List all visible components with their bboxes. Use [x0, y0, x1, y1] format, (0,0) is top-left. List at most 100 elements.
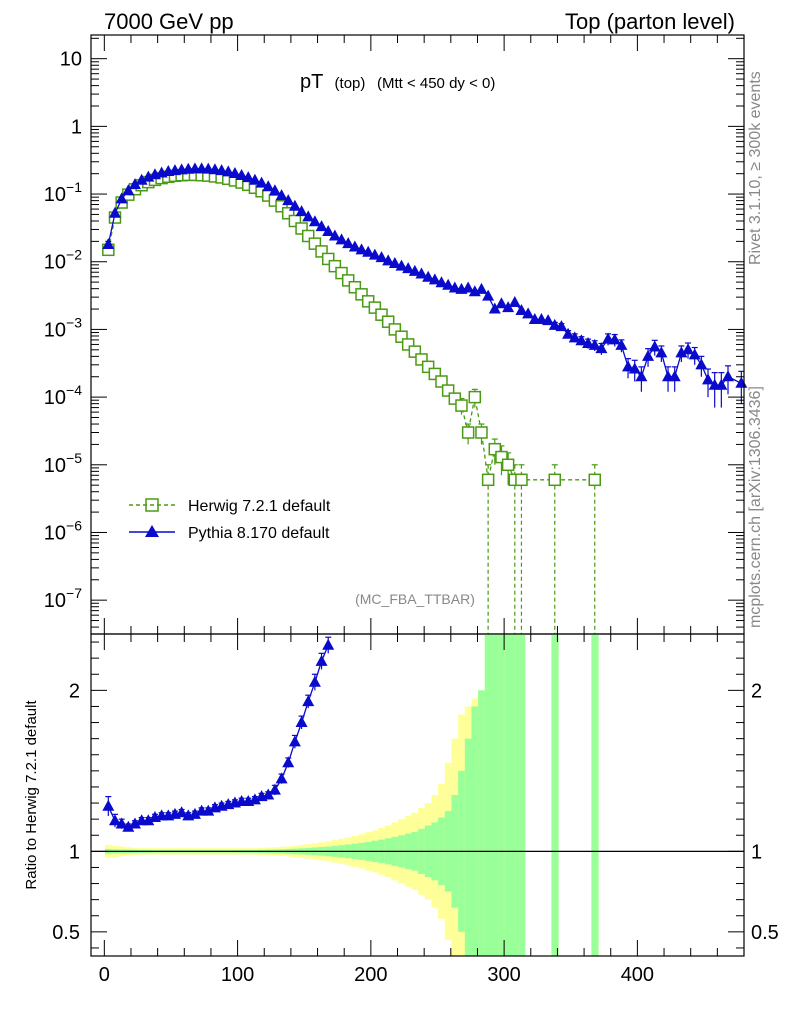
ratio-stat-band — [518, 634, 526, 956]
legend-herwig-marker — [145, 498, 159, 512]
main-ytick-base: 10 — [44, 455, 66, 477]
main-ytick-exponent: −6 — [66, 517, 82, 533]
ratio-point — [288, 735, 301, 747]
pythia-point — [315, 220, 328, 232]
pythia-point — [288, 199, 301, 211]
herwig-point — [395, 330, 408, 343]
pythia-point — [682, 343, 695, 355]
ratio-stat-band — [504, 634, 512, 956]
ratio-point — [302, 695, 315, 707]
pythia-point — [322, 224, 335, 236]
herwig-point — [341, 274, 355, 287]
herwig-point — [308, 237, 322, 250]
pythia-point — [242, 171, 255, 183]
xtick-label: 100 — [221, 964, 254, 986]
ratio-stat-band — [551, 634, 559, 956]
herwig-point — [295, 222, 308, 235]
herwig-point — [461, 426, 475, 439]
pythia-point — [308, 215, 321, 227]
pythia-point — [408, 264, 421, 276]
pythia-point — [722, 370, 735, 382]
herwig-point — [328, 259, 342, 273]
pythia-point — [462, 281, 475, 293]
main-ytick-label: 10−5 — [44, 450, 82, 477]
pythia-point — [648, 340, 661, 352]
herwig-point — [335, 266, 348, 280]
herwig-point — [388, 323, 402, 336]
pythia-point — [508, 295, 521, 307]
ratio-point — [142, 814, 155, 826]
main-ytick-exponent: −4 — [66, 382, 82, 398]
ratio-point — [115, 817, 128, 829]
herwig-point — [348, 280, 362, 294]
ratio-point — [322, 638, 335, 650]
herwig-point — [481, 473, 495, 487]
pythia-point — [688, 348, 701, 360]
ratio-point — [175, 806, 188, 818]
ratio-stat-band — [498, 634, 506, 956]
pythia-point — [442, 278, 455, 290]
pythia-point — [642, 349, 655, 361]
herwig-point — [301, 229, 315, 243]
herwig-point — [355, 288, 368, 301]
legend-pythia-marker — [145, 525, 159, 537]
title-sub: (top) — [335, 75, 366, 92]
pythia-point — [335, 233, 348, 245]
watermark: (MC_FBA_TTBAR) — [355, 591, 475, 607]
herwig-point — [401, 338, 415, 351]
ratio-stat-band — [591, 634, 599, 956]
main-ytick-label: 10−6 — [44, 517, 82, 544]
pythia-point — [268, 184, 281, 196]
main-ytick-label: 10 — [60, 49, 82, 71]
pythia-point — [555, 320, 568, 332]
ratio-tick-labels: 0.5 0.5 1 1 2 2 0 100 200 300 400 — [52, 680, 779, 986]
ratio-ytick-label-right: 2 — [751, 680, 762, 702]
ratio-point — [108, 814, 121, 826]
pythia-point — [568, 331, 581, 343]
ratio-frame — [90, 633, 745, 957]
main-ticks — [91, 35, 745, 634]
pythia-point — [575, 334, 588, 346]
pythia-point — [328, 229, 341, 241]
main-ytick-base: 10 — [44, 590, 66, 612]
herwig-point — [275, 200, 288, 213]
ratio-ytick-label-left: 1 — [69, 841, 80, 863]
xtick-label: 0 — [99, 964, 110, 986]
legend-pythia-label: Pythia 8.170 default — [188, 525, 330, 542]
pythia-point — [622, 360, 635, 372]
ratio-stat-band — [511, 634, 519, 956]
main-ytick-exponent: −5 — [66, 450, 82, 466]
ratio-stat-band — [464, 738, 472, 956]
ratio-point — [248, 793, 261, 805]
herwig-point — [495, 450, 508, 464]
herwig-point — [368, 301, 382, 314]
pythia-point — [135, 173, 148, 185]
pythia-point — [108, 206, 121, 218]
pythia-point — [635, 370, 648, 382]
herwig-point — [428, 367, 442, 381]
plot-title: pT (top) (Mtt < 450 dy < 0) — [300, 71, 495, 93]
main-ytick-label: 10−1 — [44, 179, 82, 206]
ratio-stat-band — [491, 634, 499, 956]
pythia-point — [415, 267, 428, 279]
main-ytick-base: 10 — [44, 387, 66, 409]
pythia-point — [608, 333, 621, 345]
legend: Herwig 7.2.1 default Pythia 8.170 defaul… — [129, 498, 331, 542]
ratio-point — [262, 788, 275, 800]
main-ytick-base: 10 — [60, 49, 82, 71]
pythia-point — [275, 189, 288, 201]
pythia-point — [362, 245, 375, 257]
herwig-point — [548, 473, 562, 487]
herwig-point — [381, 315, 395, 328]
herwig-point — [288, 214, 302, 228]
pythia-point — [128, 178, 141, 190]
main-ytick-label: 1 — [71, 116, 82, 138]
ratio-point — [268, 783, 281, 795]
pythia-point — [428, 273, 441, 285]
main-ytick-exponent: −3 — [66, 314, 82, 330]
herwig-line — [107, 174, 595, 481]
pythia-point — [502, 301, 515, 313]
pythia-point — [228, 167, 241, 179]
